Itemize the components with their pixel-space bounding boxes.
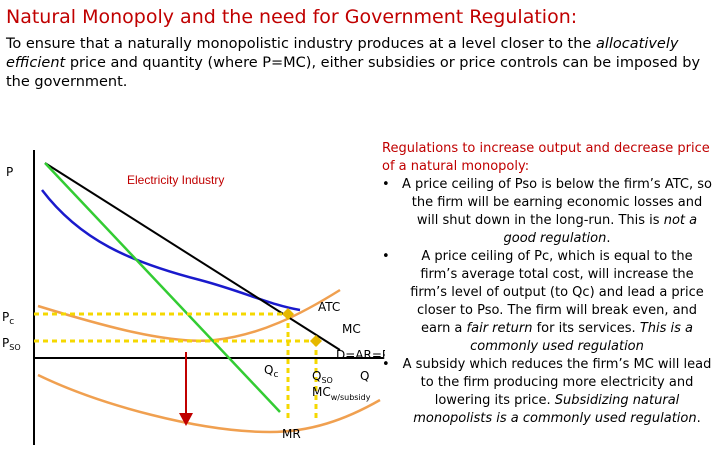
intro-text-2: price and quantity (where P=MC), either …: [6, 55, 701, 90]
mr-label: MR: [282, 427, 301, 441]
bullet-2-emphasis: fair return: [466, 321, 533, 336]
intro-emphasis: allocatively efficient: [6, 36, 679, 71]
q-axis-label: Q: [360, 369, 369, 383]
mc-subsidy-label: MCw/subsidy: [312, 385, 371, 402]
pso-point: [310, 335, 322, 347]
bullet-1-text: A price ceiling of Pso is below the firm…: [402, 177, 712, 228]
bullet-1-end: .: [606, 231, 611, 246]
bullet-3-text: A subsidy which reduces the firm’s MC wi…: [402, 357, 712, 408]
demand-label: D=AR=P: [336, 348, 385, 362]
page-title: Natural Monopoly and the need for Govern…: [6, 6, 578, 28]
qc-label: Qc: [264, 363, 278, 380]
pc-label: Pc: [2, 310, 14, 327]
bullet-2-mid: for its services.: [532, 321, 640, 336]
bullet-icon: •: [382, 357, 390, 372]
regulations-panel: Regulations to increase output and decre…: [382, 140, 712, 428]
industry-label: Electricity Industry: [127, 173, 224, 187]
mc-subsidy-curve: [37, 373, 381, 434]
subsidy-arrow-head: [179, 413, 193, 426]
bullet-3-emphasis: Subsidizing natural monopolists is a com…: [413, 393, 697, 426]
pc-point: [282, 308, 294, 320]
atc-curve: [41, 189, 301, 312]
bullet-2-text: A price ceiling of Pc, which is equal to…: [410, 249, 704, 336]
pso-label: PSO: [2, 336, 21, 352]
y-axis-label: P: [6, 165, 13, 179]
demand-curve: [44, 162, 341, 351]
mr-curve: [44, 162, 281, 413]
monopoly-diagram: Electricity Industry P Pc PSO Qc QSO Q A…: [2, 150, 385, 445]
bullet-3-end: .: [696, 411, 701, 426]
bullet-icon: •: [382, 249, 390, 264]
bullet-2-emphasis-2: This is a commonly used regulation: [470, 321, 693, 354]
intro-paragraph: To ensure that a naturally monopolistic …: [6, 35, 711, 92]
regulations-heading: Regulations to increase output and decre…: [382, 141, 710, 174]
list-item: • A price ceiling of Pso is below the fir…: [382, 176, 712, 248]
bullet-1-emphasis: not a good regulation: [503, 213, 698, 246]
mc-label: MC: [342, 322, 361, 336]
regulations-list: • A price ceiling of Pso is below the fir…: [382, 176, 712, 428]
intro-text-1: To ensure that a naturally monopolistic …: [6, 36, 596, 52]
atc-label: ATC: [318, 300, 340, 314]
qso-label: QSO: [312, 369, 333, 385]
list-item: • A subsidy which reduces the firm’s MC w…: [382, 356, 712, 428]
bullet-icon: •: [382, 177, 390, 192]
list-item: • A price ceiling of Pc, which is equal t…: [382, 248, 712, 356]
